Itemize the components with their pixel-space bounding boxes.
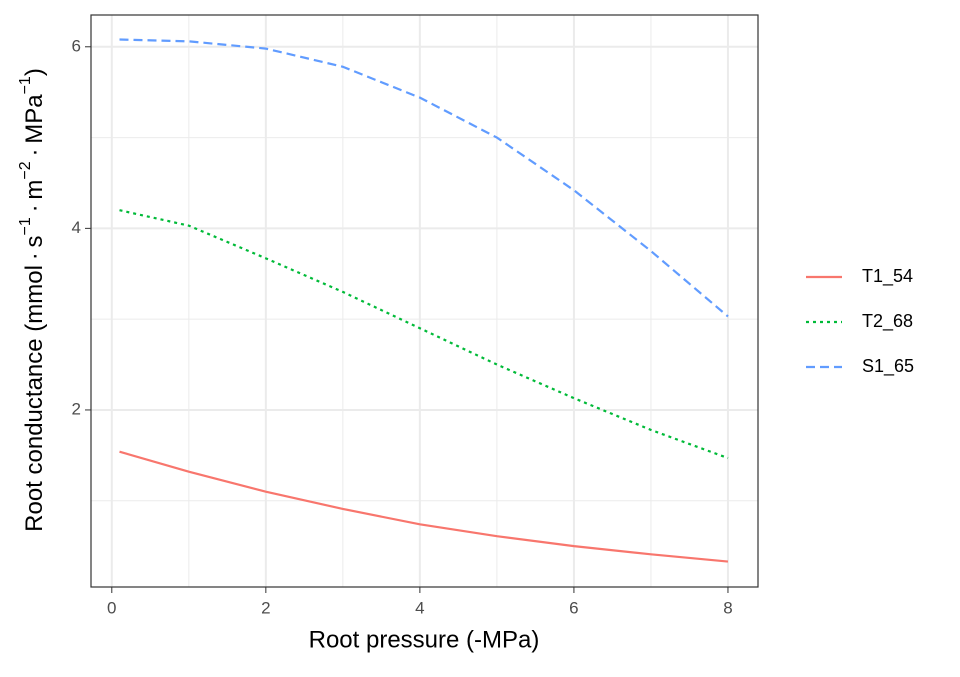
- x-tick-label: 6: [569, 598, 578, 617]
- legend-label: T1_54: [862, 266, 913, 287]
- x-tick-label: 0: [107, 598, 116, 617]
- y-label-part: ): [21, 68, 48, 76]
- y-label-superscript: −1: [17, 217, 34, 235]
- legend-label: S1_65: [862, 356, 914, 377]
- x-axis-label: Root pressure (-MPa): [309, 626, 540, 653]
- y-label-part: · m: [21, 180, 48, 218]
- series-line: [119, 38, 729, 318]
- x-tick-label: 8: [723, 598, 732, 617]
- series-line: [119, 450, 729, 563]
- y-tick-label: 4: [72, 218, 81, 237]
- plot-border: [90, 14, 759, 588]
- x-tick-label: 2: [261, 598, 270, 617]
- y-label-part: Root conductance (mmol · s: [21, 235, 48, 531]
- y-label-part: · MPa: [21, 94, 48, 162]
- x-tick-label: 4: [415, 598, 424, 617]
- y-axis-label: Root conductance (mmol · s−1 · m−2 · MPa…: [17, 68, 48, 532]
- y-label-superscript: −1: [17, 76, 34, 94]
- y-label-superscript: −2: [17, 161, 34, 179]
- series-line: [119, 209, 729, 460]
- y-tick-label: 6: [72, 36, 81, 55]
- y-tick-label: 2: [72, 399, 81, 418]
- legend-label: T2_68: [862, 311, 913, 332]
